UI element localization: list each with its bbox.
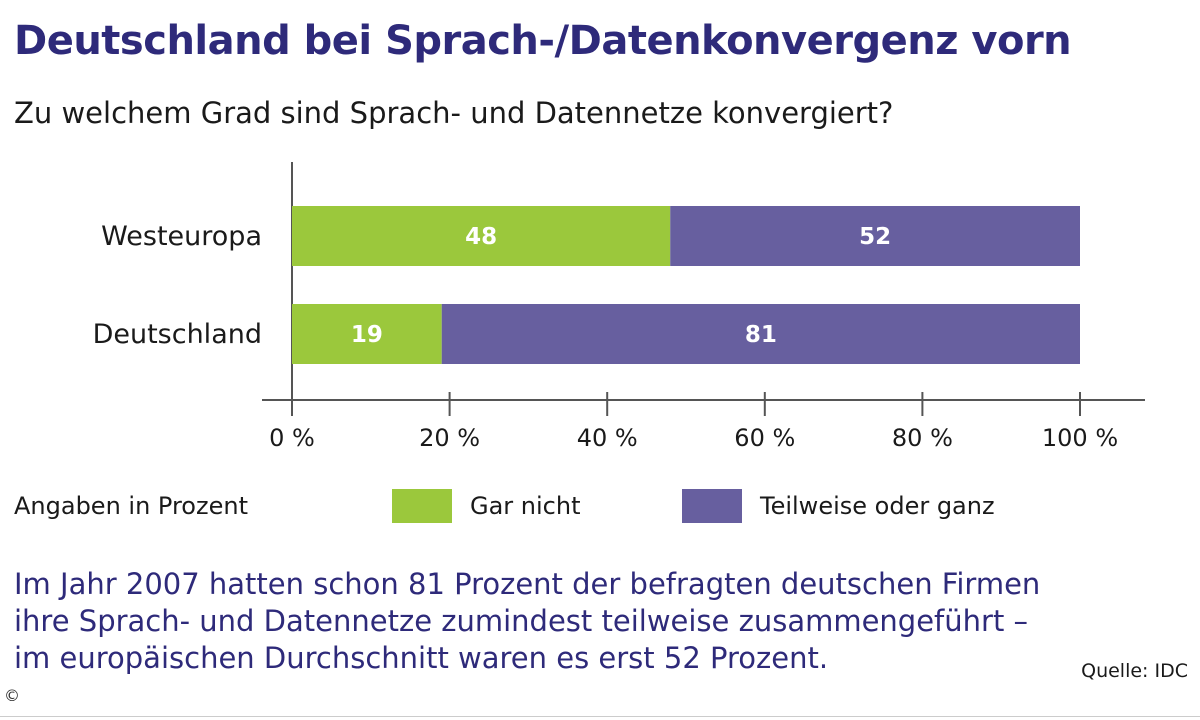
bar-gar-nicht — [292, 304, 442, 364]
summary-text: Im Jahr 2007 hatten schon 81 Prozent der… — [14, 566, 1040, 677]
category-label: Deutschland — [93, 319, 262, 350]
legend-item-gar-nicht: Gar nicht — [392, 489, 581, 523]
bottom-divider — [0, 716, 1200, 717]
legend-label-gar-nicht: Gar nicht — [470, 492, 581, 520]
summary-line: im europäischen Durchschnitt waren es er… — [14, 641, 829, 675]
bar-teilweise — [670, 206, 1080, 266]
legend-swatch-teilweise — [682, 489, 742, 523]
x-tick-label: 80 % — [892, 424, 953, 452]
chart-title: Deutschland bei Sprach-/Datenkonvergenz … — [14, 18, 1072, 64]
data-label: 81 — [745, 322, 777, 348]
copyright-mark: © — [4, 686, 20, 705]
x-tick-label: 40 % — [577, 424, 638, 452]
x-tick-label: 100 % — [1042, 424, 1118, 452]
source-label: Quelle: IDC — [1081, 660, 1188, 682]
legend-swatch-gar-nicht — [392, 489, 452, 523]
data-label: 52 — [859, 224, 891, 250]
data-label: 48 — [465, 224, 497, 250]
category-label: Westeuropa — [101, 221, 262, 252]
legend-item-teilweise: Teilweise oder ganz — [682, 489, 995, 523]
chart-subtitle: Zu welchem Grad sind Sprach- und Datenne… — [14, 96, 894, 130]
bar-teilweise — [441, 304, 1081, 364]
units-note: Angaben in Prozent — [14, 492, 248, 520]
summary-line: ihre Sprach- und Datennetze zumindest te… — [14, 604, 1029, 638]
data-label: 19 — [351, 322, 383, 348]
summary-line: Im Jahr 2007 hatten schon 81 Prozent der… — [14, 567, 1041, 601]
x-tick-label: 0 % — [269, 424, 315, 452]
x-tick-label: 20 % — [419, 424, 480, 452]
stacked-bar-chart: 0 % 20 % 40 % 60 % 80 % 100 % Westeuropa 48 52 De… — [93, 162, 1145, 452]
legend-label-teilweise: Teilweise oder ganz — [760, 492, 995, 520]
x-tick-label: 60 % — [734, 424, 795, 452]
bar-gar-nicht — [292, 206, 671, 266]
